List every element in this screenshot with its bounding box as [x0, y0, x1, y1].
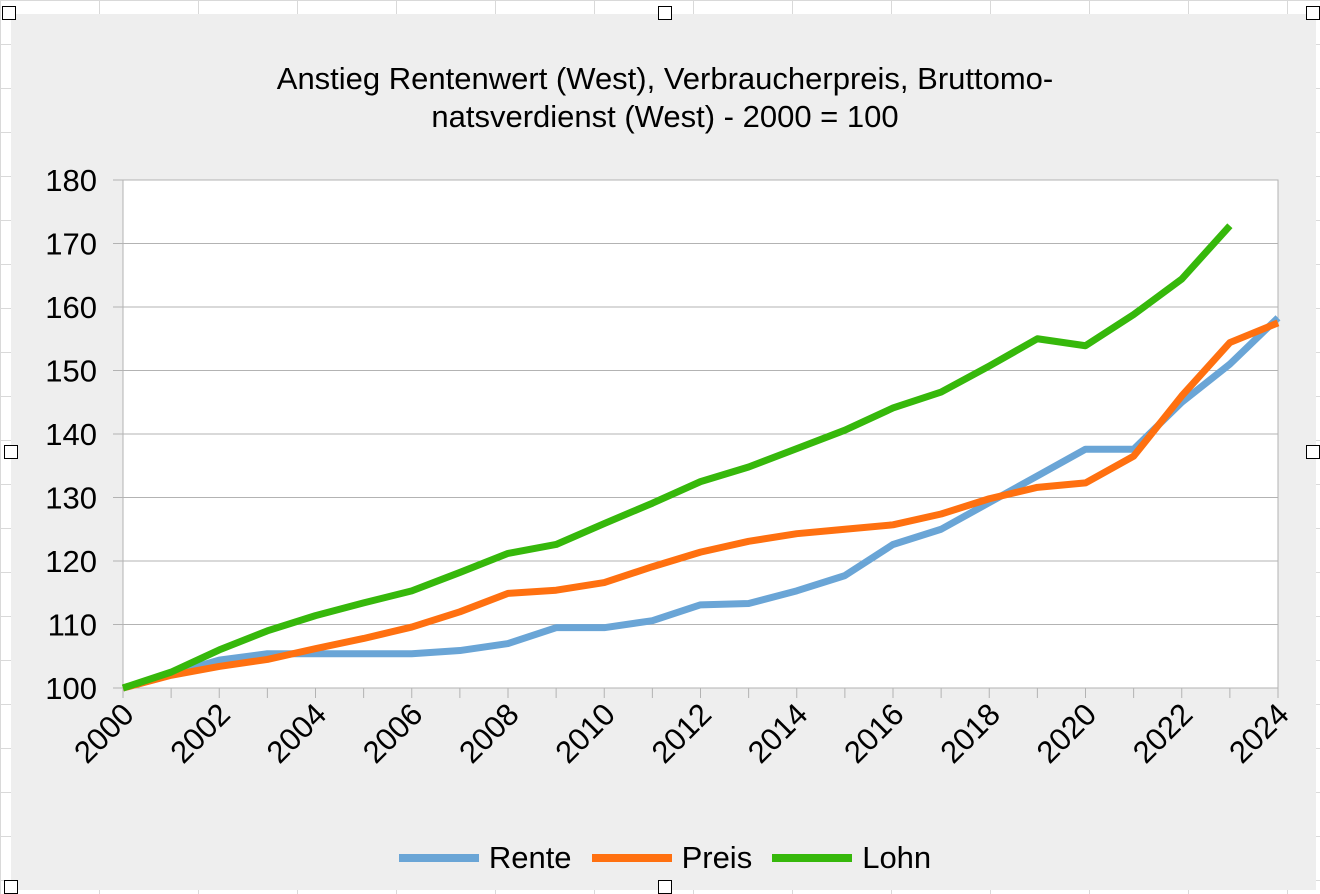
resize-handle-middle-left[interactable]: [4, 445, 18, 459]
y-tick-label-160: 160: [45, 290, 97, 325]
y-tick-label-130: 130: [45, 481, 97, 516]
legend-label-rente: Rente: [488, 840, 572, 875]
y-tick-label-150: 150: [45, 354, 97, 389]
legend-item-rente: Rente: [398, 840, 572, 876]
x-tick-label-2024: 2024: [1222, 696, 1296, 770]
x-tick-label-2018: 2018: [933, 696, 1007, 770]
series-line-lohn: [121, 223, 1233, 692]
x-tick-label-2016: 2016: [837, 696, 911, 770]
resize-handle-bottom-left[interactable]: [4, 880, 18, 894]
x-tick-label-2008: 2008: [452, 696, 526, 770]
legend-swatch-lohn: [772, 854, 853, 862]
x-tick-label-2000: 2000: [67, 696, 141, 770]
legend: Rente Preis Lohn: [0, 840, 1320, 876]
resize-handle-bottom-center[interactable]: [658, 880, 672, 894]
chart-title: Anstieg Rentenwert (West), Verbraucherpr…: [0, 60, 1320, 136]
x-tick-label-2020: 2020: [1030, 696, 1104, 770]
y-tick-label-120: 120: [45, 544, 97, 579]
series-line-rente: [122, 315, 1281, 692]
resize-handle-top-right[interactable]: [1306, 6, 1320, 20]
legend-item-preis: Preis: [591, 840, 753, 876]
chart-title-line-1: Anstieg Rentenwert (West), Verbraucherpr…: [276, 61, 1054, 96]
resize-handle-top-left[interactable]: [2, 6, 16, 20]
series-lines: [121, 223, 1281, 692]
x-tick-label-2004: 2004: [260, 696, 334, 770]
y-tick-label-180: 180: [45, 163, 97, 198]
x-tick-label-2022: 2022: [1126, 696, 1200, 770]
legend-swatch-preis: [591, 854, 672, 862]
y-tick-label-110: 110: [48, 608, 97, 643]
x-tick-label-2014: 2014: [741, 696, 815, 770]
gridlines: [113, 179, 1279, 689]
chart-title-line-2: natsverdienst (West) - 2000 = 100: [431, 99, 899, 134]
legend-label-preis: Preis: [681, 840, 753, 875]
y-tick-label-100: 100: [45, 671, 97, 706]
legend-item-lohn: Lohn: [772, 840, 931, 876]
legend-swatch-rente: [398, 854, 479, 862]
legend-label-lohn: Lohn: [862, 840, 932, 875]
x-tick-label-2012: 2012: [645, 696, 719, 770]
resize-handle-middle-right[interactable]: [1306, 445, 1320, 459]
y-tick-label-140: 140: [45, 417, 97, 452]
resize-handle-top-center[interactable]: [658, 6, 672, 20]
y-tick-label-170: 170: [45, 227, 97, 262]
x-tick-label-2002: 2002: [163, 696, 237, 770]
x-tick-label-2010: 2010: [548, 696, 622, 770]
series-line-preis: [122, 319, 1280, 692]
x-tick-label-2006: 2006: [356, 696, 430, 770]
